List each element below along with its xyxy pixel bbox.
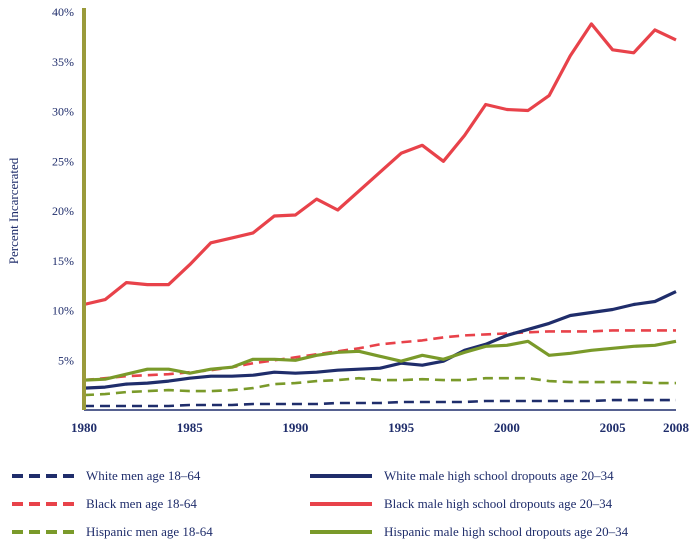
line-chart: 5% 10% 15% 20% 25% 30% 35% 40% 1980 1985 1990 1995… [6,5,690,435]
series-lines [83,22,677,408]
x-tick-label: 1985 [177,420,204,435]
y-axis-label: Percent Incarcerated [6,157,21,264]
x-tick-label: 1995 [388,420,415,435]
y-tick-label: 10% [52,304,74,318]
legend-swatch [310,502,372,506]
legend-label: White male high school dropouts age 20–3… [384,468,614,483]
legend-label: Black male high school dropouts age 20–3… [384,496,613,511]
legend: White men age 18–64 Black men age 18-64 … [0,458,690,546]
legend-swatch [310,530,372,534]
series-line [84,398,676,408]
series-line [83,22,677,307]
x-axis-ticks: 1980 1985 1990 1995 2000 2005 2008 [71,420,690,435]
y-tick-label: 15% [52,254,74,268]
legend-item: Hispanic male high school dropouts age 2… [310,522,628,542]
legend-label: White men age 18–64 [86,468,201,483]
x-tick-label: 2000 [494,420,520,435]
series-line [83,339,677,382]
legend-label: Hispanic male high school dropouts age 2… [384,524,629,539]
legend-swatch [12,474,74,478]
y-tick-label: 20% [52,204,74,218]
legend-item: White male high school dropouts age 20–3… [310,466,614,486]
legend-label: Hispanic men age 18-64 [86,524,213,539]
legend-item: Black men age 18-64 [12,494,197,514]
y-tick-label: 30% [52,105,74,119]
y-tick-label: 35% [52,55,74,69]
legend-item: Hispanic men age 18-64 [12,522,213,542]
legend-label: Black men age 18-64 [86,496,197,511]
legend-swatch [12,502,74,506]
legend-item: Black male high school dropouts age 20–3… [310,494,612,514]
legend-swatch [310,474,372,478]
legend-swatch [12,530,74,534]
y-tick-label: 25% [52,154,74,168]
x-tick-label: 2005 [600,420,627,435]
series-line [83,376,676,397]
x-tick-label: 1990 [282,420,308,435]
y-axis-ticks: 5% 10% 15% 20% 25% 30% 35% 40% [52,5,74,367]
series-line [83,290,677,390]
legend-item: White men age 18–64 [12,466,200,486]
y-tick-label: 5% [58,353,74,367]
x-tick-label: 1980 [71,420,97,435]
y-tick-label: 40% [52,5,74,19]
x-tick-label: 2008 [663,420,690,435]
